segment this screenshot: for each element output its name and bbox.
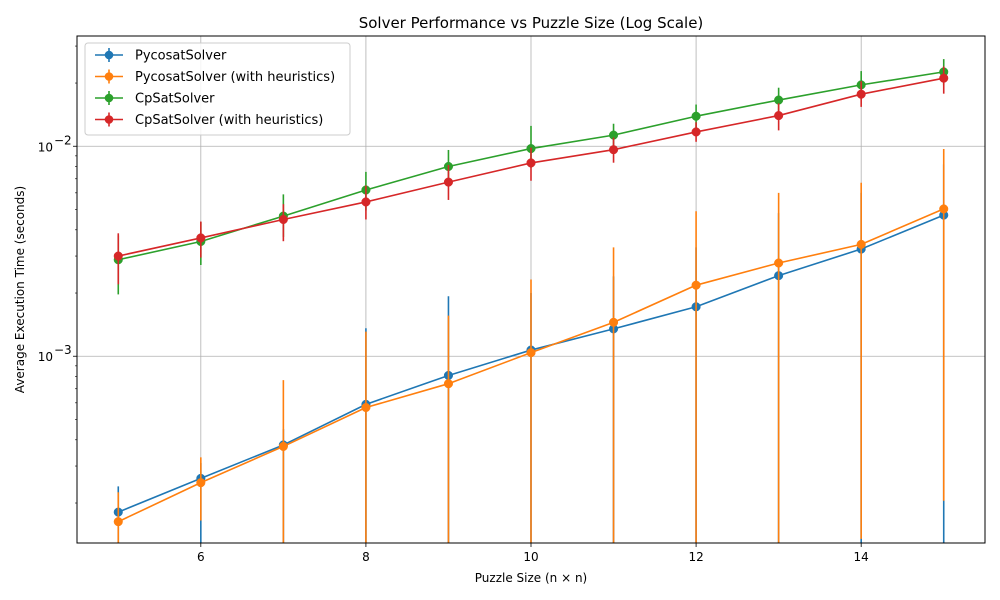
y-tick-exponent: −2 xyxy=(54,133,72,147)
x-tick-label: 10 xyxy=(523,550,538,564)
data-point xyxy=(278,441,288,451)
legend-marker-swatch xyxy=(104,93,114,103)
data-point xyxy=(691,280,701,290)
x-tick-label: 8 xyxy=(362,550,370,564)
data-point xyxy=(196,478,206,488)
legend-label: CpSatSolver (with heuristics) xyxy=(135,113,323,128)
data-point xyxy=(113,517,123,527)
data-point xyxy=(526,348,536,358)
data-point xyxy=(608,317,619,327)
data-point xyxy=(361,197,371,207)
data-point xyxy=(278,214,288,225)
x-axis-label: Puzzle Size (n × n) xyxy=(475,571,587,585)
data-point xyxy=(113,251,123,261)
legend-label: PycosatSolver (with heuristics) xyxy=(135,70,335,85)
data-point xyxy=(691,127,701,137)
x-tick-label: 12 xyxy=(688,550,703,564)
data-point xyxy=(939,73,949,83)
x-tick-label: 14 xyxy=(854,550,869,564)
y-tick-base: 10 xyxy=(38,350,53,364)
data-point xyxy=(774,258,784,268)
chart-title: Solver Performance vs Puzzle Size (Log S… xyxy=(359,14,704,32)
data-point xyxy=(608,145,619,155)
legend-marker-swatch xyxy=(104,115,114,124)
legend-marker-swatch xyxy=(104,50,114,60)
y-tick-label: 10 xyxy=(38,140,53,154)
data-point xyxy=(856,89,866,99)
legend-entry: CpSatSolver xyxy=(95,91,215,107)
data-point xyxy=(443,379,454,389)
legend-entry: PycosatSolver (with heuristics) xyxy=(95,69,335,85)
y-tick-exponent: −3 xyxy=(54,343,72,357)
series-4 xyxy=(113,66,949,285)
data-point xyxy=(526,158,536,168)
series-2 xyxy=(113,149,949,543)
series-layer xyxy=(113,59,949,543)
data-point xyxy=(691,111,701,121)
legend-label: PycosatSolver xyxy=(135,49,227,64)
data-point xyxy=(196,233,206,243)
legend-entry: PycosatSolver xyxy=(95,48,227,64)
y-tick-label: 10 xyxy=(38,350,53,364)
data-point xyxy=(774,95,784,105)
y-tick-base: 10 xyxy=(38,140,53,154)
x-tick-label: 6 xyxy=(197,550,205,564)
data-point xyxy=(774,111,784,121)
data-point xyxy=(361,402,371,413)
data-point xyxy=(856,239,866,249)
data-point xyxy=(443,177,454,187)
legend-marker-swatch xyxy=(104,72,114,81)
legend-entry: CpSatSolver (with heuristics) xyxy=(95,112,323,128)
data-point xyxy=(939,204,949,214)
y-axis-label: Average Execution Time (seconds) xyxy=(13,186,27,393)
legend: PycosatSolver PycosatSolver (with heurist… xyxy=(84,42,351,136)
legend-box xyxy=(84,42,351,136)
legend-label: CpSatSolver xyxy=(135,92,215,107)
